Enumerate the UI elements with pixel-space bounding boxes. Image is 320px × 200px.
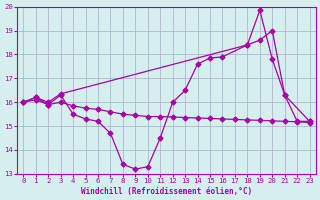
X-axis label: Windchill (Refroidissement éolien,°C): Windchill (Refroidissement éolien,°C) — [81, 187, 252, 196]
